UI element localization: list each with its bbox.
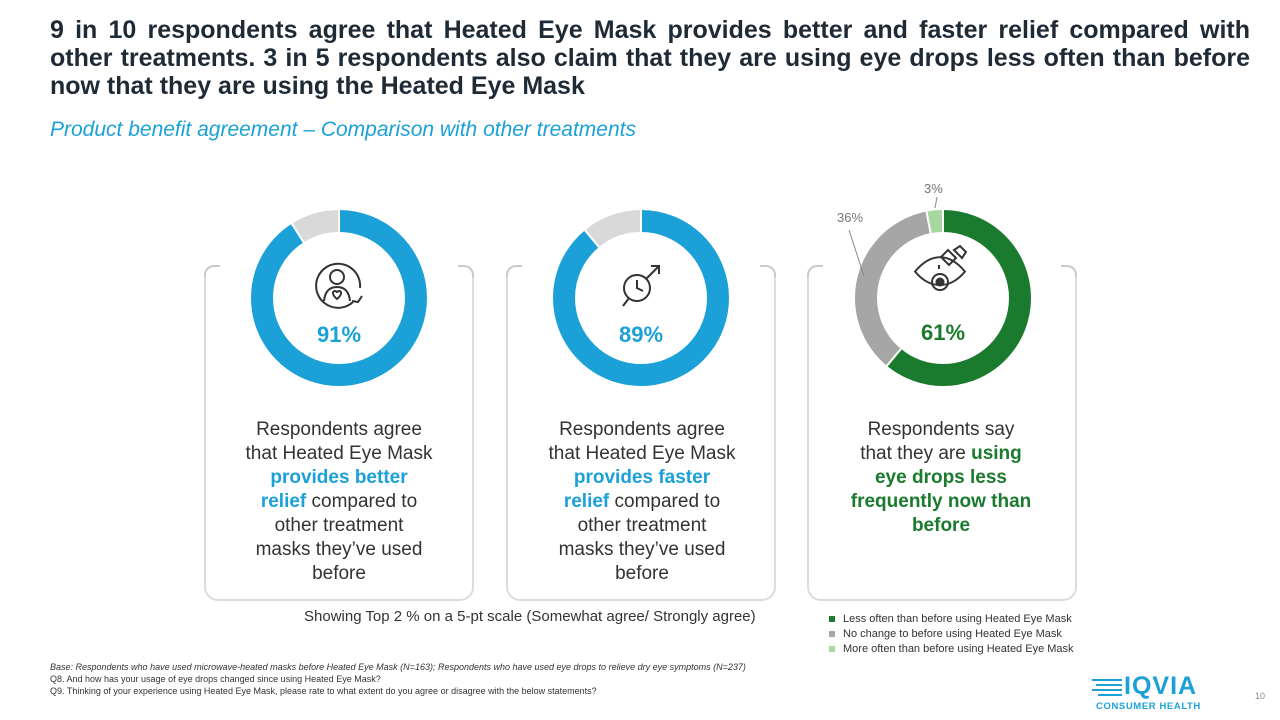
- segment-label-no-change: 36%: [837, 210, 864, 225]
- description-text: before: [615, 563, 669, 584]
- description-line: masks they’ve used: [224, 538, 454, 562]
- description-text: masks they’ve used: [558, 539, 726, 560]
- legend-item: No change to before using Heated Eye Mas…: [829, 626, 1074, 641]
- segment-divider: [290, 222, 306, 244]
- highlight-text: provides faster: [573, 467, 711, 488]
- description-line: that they are using: [826, 442, 1056, 466]
- legend-item: More often than before using Heated Eye …: [829, 641, 1074, 656]
- pct-label-better: 91%: [316, 322, 362, 347]
- description-line: that Heated Eye Mask: [224, 442, 454, 466]
- description-text: other treatment: [274, 515, 404, 536]
- description-line: provides faster: [527, 466, 757, 490]
- description-line: relief compared to: [224, 490, 454, 514]
- description-line: other treatment: [527, 514, 757, 538]
- description-line: before: [527, 562, 757, 586]
- pct-label-faster: 89%: [618, 322, 664, 347]
- segment-divider: [583, 228, 601, 249]
- legend-label: Less often than before using Heated Eye …: [843, 612, 1072, 625]
- segment-divider: [885, 347, 903, 368]
- donut-chart-better-relief: [251, 209, 427, 386]
- logo-subtitle: CONSUMER HEALTH: [1096, 701, 1201, 712]
- person-heart-icon: [315, 262, 363, 309]
- description-line: before: [826, 514, 1056, 538]
- card-description-faster: Respondents agree that Heated Eye Mask pro…: [527, 418, 757, 586]
- footer-notes: Base: Respondents who have used microwav…: [50, 661, 746, 697]
- description-text: other treatment: [577, 515, 707, 536]
- slide-title: 9 in 10 respondents agree that Heated Ey…: [50, 16, 1250, 100]
- description-line: provides better: [224, 466, 454, 490]
- footer-q8: Q8. And how has your usage of eye drops …: [50, 674, 381, 684]
- description-line: frequently now than: [826, 490, 1056, 514]
- description-text: before: [312, 563, 366, 584]
- clock-arrow-icon: [622, 265, 660, 307]
- card-frame-2: [506, 265, 776, 601]
- highlight-text: relief: [260, 491, 307, 512]
- description-text: compared to: [609, 491, 721, 512]
- description-line: eye drops less: [826, 466, 1056, 490]
- footer-q9: Q9. Thinking of your experience using He…: [50, 686, 597, 696]
- description-text: that Heated Eye Mask: [548, 443, 736, 464]
- card-description-better: Respondents agree that Heated Eye Mask pro…: [224, 418, 454, 586]
- logo-wordmark: IQVIA: [1124, 672, 1198, 700]
- scale-note: Showing Top 2 % on a 5-pt scale (Somewha…: [304, 608, 756, 625]
- highlight-text: relief: [563, 491, 610, 512]
- description-line: relief compared to: [527, 490, 757, 514]
- legend: Less often than before using Heated Eye …: [829, 611, 1074, 656]
- description-line: Respondents agree: [527, 418, 757, 442]
- description-text: Respondents agree: [559, 419, 725, 440]
- card-frame-3: [807, 265, 1077, 601]
- description-line: that Heated Eye Mask: [527, 442, 757, 466]
- slide-subtitle: Product benefit agreement – Comparison w…: [50, 118, 636, 141]
- legend-item: Less often than before using Heated Eye …: [829, 611, 1074, 626]
- description-line: Respondents say: [826, 418, 1056, 442]
- description-line: masks they’ve used: [527, 538, 757, 562]
- logo-lines-icon: [1092, 679, 1122, 696]
- description-text: masks they’ve used: [255, 539, 423, 560]
- legend-label: More often than before using Heated Eye …: [843, 642, 1074, 655]
- legend-swatch: [829, 615, 835, 622]
- legend-label: No change to before using Heated Eye Mas…: [843, 627, 1062, 640]
- footer-base: Base: Respondents who have used microwav…: [50, 662, 746, 672]
- highlight-text: eye drops less: [874, 467, 1008, 488]
- description-text: compared to: [306, 491, 418, 512]
- iqvia-logo: IQVIA CONSUMER HEALTH: [1090, 672, 1220, 712]
- highlight-text: using: [971, 443, 1022, 464]
- description-text: that they are: [860, 443, 972, 464]
- leader-lines: [848, 196, 938, 277]
- legend-swatch: [829, 630, 835, 637]
- pct-label-eye-drops: 61%: [920, 320, 966, 345]
- highlight-text: provides better: [270, 467, 408, 488]
- description-text: that Heated Eye Mask: [245, 443, 433, 464]
- donut-chart-faster-relief: [553, 209, 729, 386]
- description-text: Respondents agree: [256, 419, 422, 440]
- donut-chart-eye-drops: [855, 209, 1031, 386]
- highlight-text: before: [911, 515, 971, 536]
- highlight-text: frequently now than: [850, 491, 1032, 512]
- page-number: 10: [1255, 691, 1266, 701]
- eye-drops-icon: [913, 244, 968, 291]
- description-line: before: [224, 562, 454, 586]
- description-text: Respondents say: [867, 419, 1015, 440]
- description-line: other treatment: [224, 514, 454, 538]
- segment-label-more-often: 3%: [924, 181, 943, 196]
- card-description-eye-drops: Respondents say that they are using eye dr…: [826, 418, 1056, 538]
- segment-divider: [925, 210, 932, 235]
- donut-segment-no-change-to-before-using-heated-eye-mask: [855, 210, 1031, 386]
- card-frame-1: [204, 265, 474, 601]
- description-line: Respondents agree: [224, 418, 454, 442]
- legend-swatch: [829, 645, 835, 652]
